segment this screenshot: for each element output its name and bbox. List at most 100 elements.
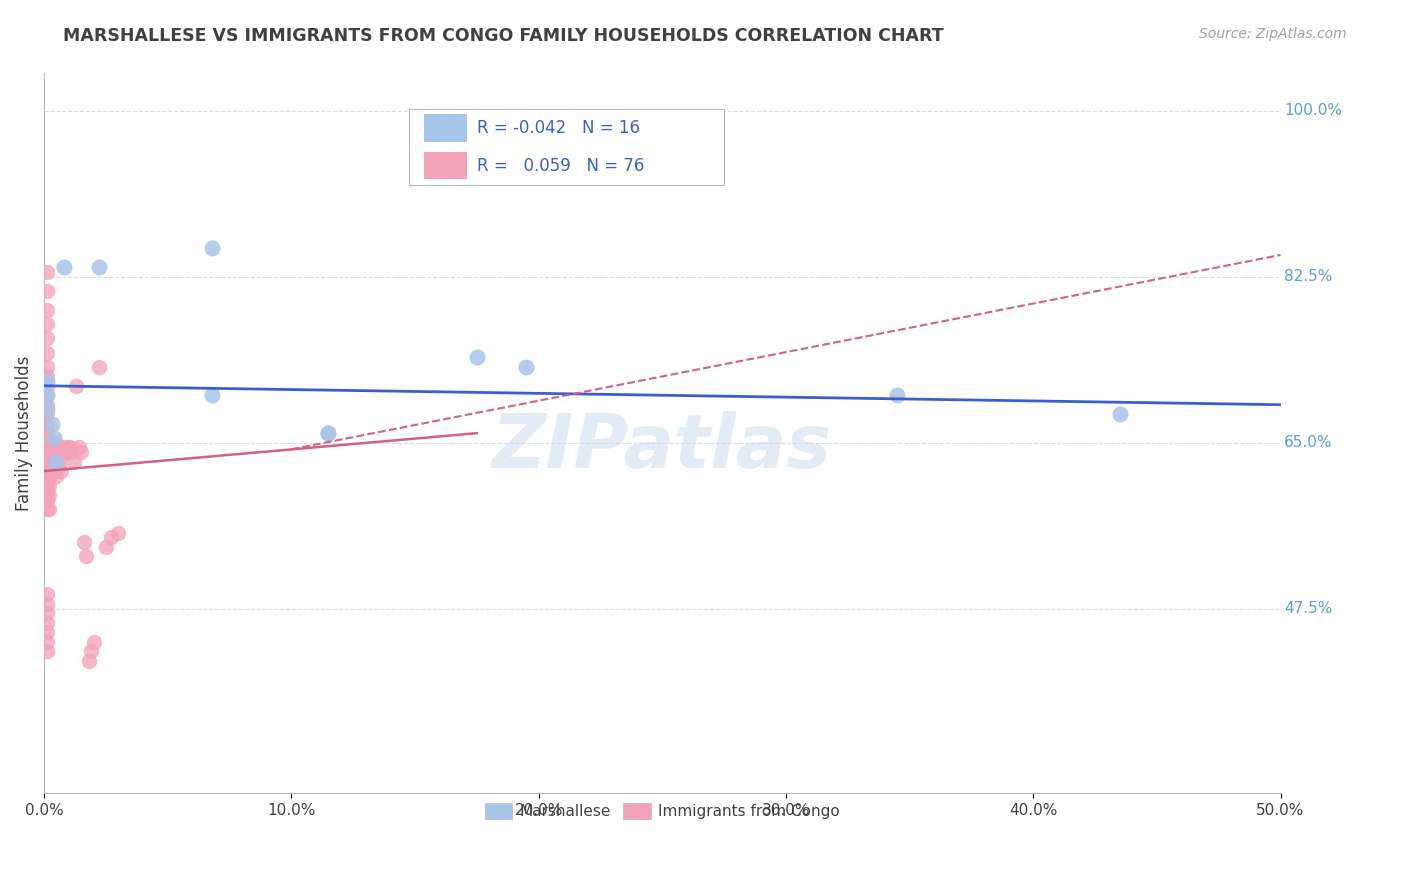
Point [70, 445, 93, 459]
Point [35, 345, 58, 359]
Point [73, 535, 96, 549]
Text: 47.5%: 47.5% [1284, 601, 1333, 616]
Point [52, 260, 75, 275]
Text: 82.5%: 82.5% [1284, 269, 1333, 285]
Point [35, 284, 58, 298]
Point [35, 441, 58, 455]
Point [35, 454, 58, 468]
Point [42, 431, 65, 445]
Point [42, 450, 65, 464]
Point [100, 530, 122, 544]
Point [58, 441, 80, 455]
Point [65, 378, 87, 392]
Point [35, 445, 58, 459]
Point [42, 464, 65, 478]
Point [201, 241, 224, 255]
Point [94, 540, 117, 554]
Bar [423, 152, 467, 179]
Point [35, 374, 58, 388]
Point [35, 331, 58, 345]
Point [35, 398, 58, 412]
Point [41, 417, 63, 431]
Point [35, 468, 58, 483]
Point [35, 450, 58, 464]
Point [80, 644, 103, 658]
Point [38, 502, 60, 516]
Point [75, 549, 97, 564]
Point [318, 426, 340, 441]
Text: Source: ZipAtlas.com: Source: ZipAtlas.com [1199, 27, 1347, 41]
Point [38, 435, 60, 450]
Point [35, 492, 58, 507]
Point [35, 634, 58, 648]
Point [38, 445, 60, 459]
Point [48, 459, 70, 474]
Point [41, 450, 63, 464]
Point [35, 597, 58, 611]
Point [35, 468, 58, 483]
Point [35, 625, 58, 640]
Y-axis label: Family Households: Family Households [15, 356, 32, 511]
Point [38, 468, 60, 483]
Point [35, 388, 58, 402]
Point [83, 634, 105, 648]
Point [51, 464, 73, 478]
Point [35, 488, 58, 502]
Point [87, 359, 110, 374]
Point [35, 369, 58, 384]
Point [35, 317, 58, 331]
Point [35, 426, 58, 441]
Point [35, 474, 58, 488]
Point [38, 488, 60, 502]
FancyBboxPatch shape [409, 109, 724, 185]
Point [60, 445, 83, 459]
Point [515, 359, 537, 374]
Point [35, 402, 58, 417]
Point [35, 435, 58, 450]
Point [35, 502, 58, 516]
Text: MARSHALLESE VS IMMIGRANTS FROM CONGO FAMILY HOUSEHOLDS CORRELATION CHART: MARSHALLESE VS IMMIGRANTS FROM CONGO FAM… [63, 27, 943, 45]
Text: ZIPatlas: ZIPatlas [492, 411, 832, 484]
Point [62, 454, 84, 468]
Point [318, 426, 340, 441]
Point [886, 388, 908, 402]
Point [45, 459, 67, 474]
Point [35, 644, 58, 658]
Point [1108, 407, 1130, 421]
Point [51, 450, 73, 464]
Point [35, 359, 58, 374]
Point [35, 459, 58, 474]
Point [52, 441, 75, 455]
Point [48, 445, 70, 459]
Point [35, 302, 58, 317]
Point [35, 407, 58, 421]
Point [107, 525, 129, 540]
Point [35, 464, 58, 478]
Point [45, 454, 67, 468]
Text: 100.0%: 100.0% [1284, 103, 1343, 119]
Text: R =   0.059   N = 76: R = 0.059 N = 76 [477, 157, 644, 175]
Point [35, 483, 58, 497]
Point [45, 445, 67, 459]
Text: 65.0%: 65.0% [1284, 435, 1333, 450]
Point [35, 388, 58, 402]
Point [41, 464, 63, 478]
Point [35, 417, 58, 431]
Point [45, 468, 67, 483]
Point [35, 615, 58, 630]
Point [58, 441, 80, 455]
Bar [423, 114, 467, 142]
Point [201, 388, 224, 402]
Point [38, 454, 60, 468]
Point [35, 378, 58, 392]
Point [35, 607, 58, 621]
Point [87, 260, 110, 275]
Point [67, 441, 90, 455]
Point [465, 351, 488, 365]
Legend: Marshallese, Immigrants from Congo: Marshallese, Immigrants from Congo [478, 797, 846, 825]
Point [35, 431, 58, 445]
Point [77, 654, 100, 668]
Point [38, 478, 60, 492]
Point [35, 587, 58, 601]
Text: R = -0.042   N = 16: R = -0.042 N = 16 [477, 119, 640, 136]
